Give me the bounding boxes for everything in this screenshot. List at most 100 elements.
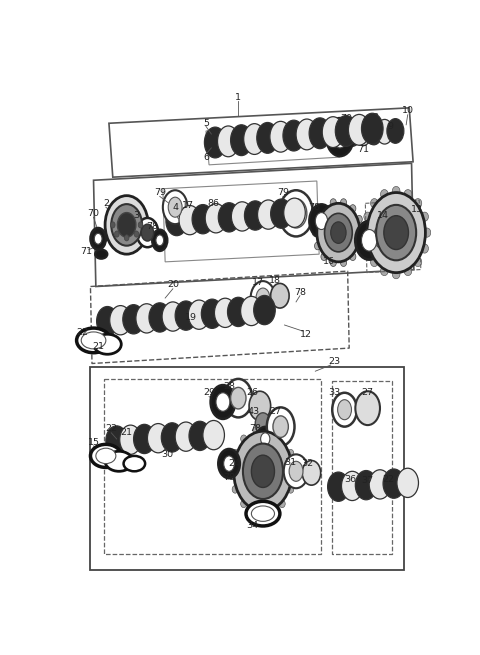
Ellipse shape	[106, 426, 127, 455]
Ellipse shape	[166, 206, 188, 236]
Ellipse shape	[315, 213, 328, 229]
Ellipse shape	[314, 215, 321, 223]
Ellipse shape	[326, 118, 354, 157]
Ellipse shape	[123, 305, 144, 334]
Text: 33: 33	[328, 388, 341, 398]
Ellipse shape	[324, 214, 352, 252]
Ellipse shape	[203, 421, 225, 450]
Text: 30: 30	[161, 450, 174, 459]
Ellipse shape	[279, 435, 285, 443]
Ellipse shape	[246, 501, 280, 526]
Ellipse shape	[309, 118, 331, 149]
Ellipse shape	[231, 202, 253, 231]
Text: 22: 22	[383, 474, 395, 483]
Ellipse shape	[271, 199, 292, 229]
Ellipse shape	[257, 122, 278, 153]
Ellipse shape	[322, 117, 344, 147]
Ellipse shape	[189, 421, 211, 451]
Ellipse shape	[291, 468, 297, 475]
Text: 6: 6	[203, 153, 209, 162]
Ellipse shape	[285, 198, 307, 228]
Ellipse shape	[105, 196, 148, 254]
Ellipse shape	[240, 500, 247, 508]
Ellipse shape	[188, 300, 210, 329]
Text: 4: 4	[172, 204, 178, 212]
Ellipse shape	[365, 120, 382, 145]
Ellipse shape	[201, 299, 223, 328]
Ellipse shape	[355, 121, 372, 145]
Text: 26: 26	[246, 388, 258, 398]
Ellipse shape	[273, 416, 288, 438]
Ellipse shape	[361, 229, 377, 251]
Text: 14: 14	[377, 211, 389, 220]
Ellipse shape	[149, 303, 170, 332]
Ellipse shape	[296, 119, 318, 150]
Ellipse shape	[369, 470, 391, 499]
Text: 21: 21	[120, 428, 132, 438]
Ellipse shape	[374, 224, 392, 249]
Text: 23: 23	[328, 358, 341, 366]
Ellipse shape	[224, 456, 234, 472]
Ellipse shape	[252, 455, 275, 487]
Ellipse shape	[330, 198, 336, 206]
Ellipse shape	[240, 435, 247, 443]
Ellipse shape	[225, 379, 252, 417]
Ellipse shape	[381, 267, 388, 276]
Text: 2: 2	[103, 199, 109, 208]
Ellipse shape	[309, 204, 334, 238]
Ellipse shape	[368, 215, 398, 258]
Ellipse shape	[110, 306, 131, 335]
Text: 71: 71	[80, 248, 92, 256]
Text: 27: 27	[361, 388, 373, 398]
Ellipse shape	[136, 304, 157, 333]
Text: 27: 27	[269, 407, 281, 416]
Text: 32: 32	[301, 459, 313, 468]
Ellipse shape	[370, 126, 378, 137]
Ellipse shape	[314, 242, 321, 250]
Ellipse shape	[105, 451, 133, 472]
Ellipse shape	[423, 228, 431, 237]
Ellipse shape	[253, 427, 259, 435]
Ellipse shape	[302, 460, 321, 485]
Text: 19: 19	[184, 313, 197, 322]
Ellipse shape	[156, 235, 164, 246]
Ellipse shape	[312, 229, 318, 236]
Ellipse shape	[404, 267, 412, 276]
Ellipse shape	[414, 257, 422, 267]
Text: 37: 37	[361, 476, 374, 485]
Text: 21: 21	[92, 342, 104, 351]
Ellipse shape	[348, 115, 370, 145]
Text: 28: 28	[223, 382, 235, 391]
Ellipse shape	[387, 119, 404, 143]
Ellipse shape	[256, 426, 275, 451]
Ellipse shape	[229, 468, 235, 475]
Text: 8: 8	[372, 113, 378, 122]
Ellipse shape	[381, 189, 388, 199]
Ellipse shape	[218, 449, 240, 478]
Ellipse shape	[332, 126, 348, 148]
Ellipse shape	[90, 444, 121, 468]
Ellipse shape	[351, 125, 364, 141]
Ellipse shape	[261, 433, 270, 445]
Ellipse shape	[95, 250, 108, 259]
Ellipse shape	[267, 508, 273, 515]
Ellipse shape	[414, 198, 422, 208]
Text: 31: 31	[285, 458, 297, 466]
Text: 34: 34	[246, 521, 258, 530]
Ellipse shape	[162, 302, 184, 331]
Ellipse shape	[96, 307, 118, 336]
Ellipse shape	[321, 253, 327, 261]
Ellipse shape	[404, 189, 412, 199]
Ellipse shape	[279, 500, 285, 508]
Ellipse shape	[364, 212, 372, 221]
Ellipse shape	[115, 231, 119, 237]
Text: 78: 78	[223, 473, 235, 482]
Ellipse shape	[421, 212, 429, 221]
Ellipse shape	[355, 470, 377, 500]
Text: 71: 71	[357, 145, 369, 154]
Ellipse shape	[255, 413, 271, 434]
Ellipse shape	[137, 218, 158, 247]
Ellipse shape	[110, 222, 115, 228]
Ellipse shape	[371, 198, 378, 208]
Ellipse shape	[376, 205, 416, 260]
